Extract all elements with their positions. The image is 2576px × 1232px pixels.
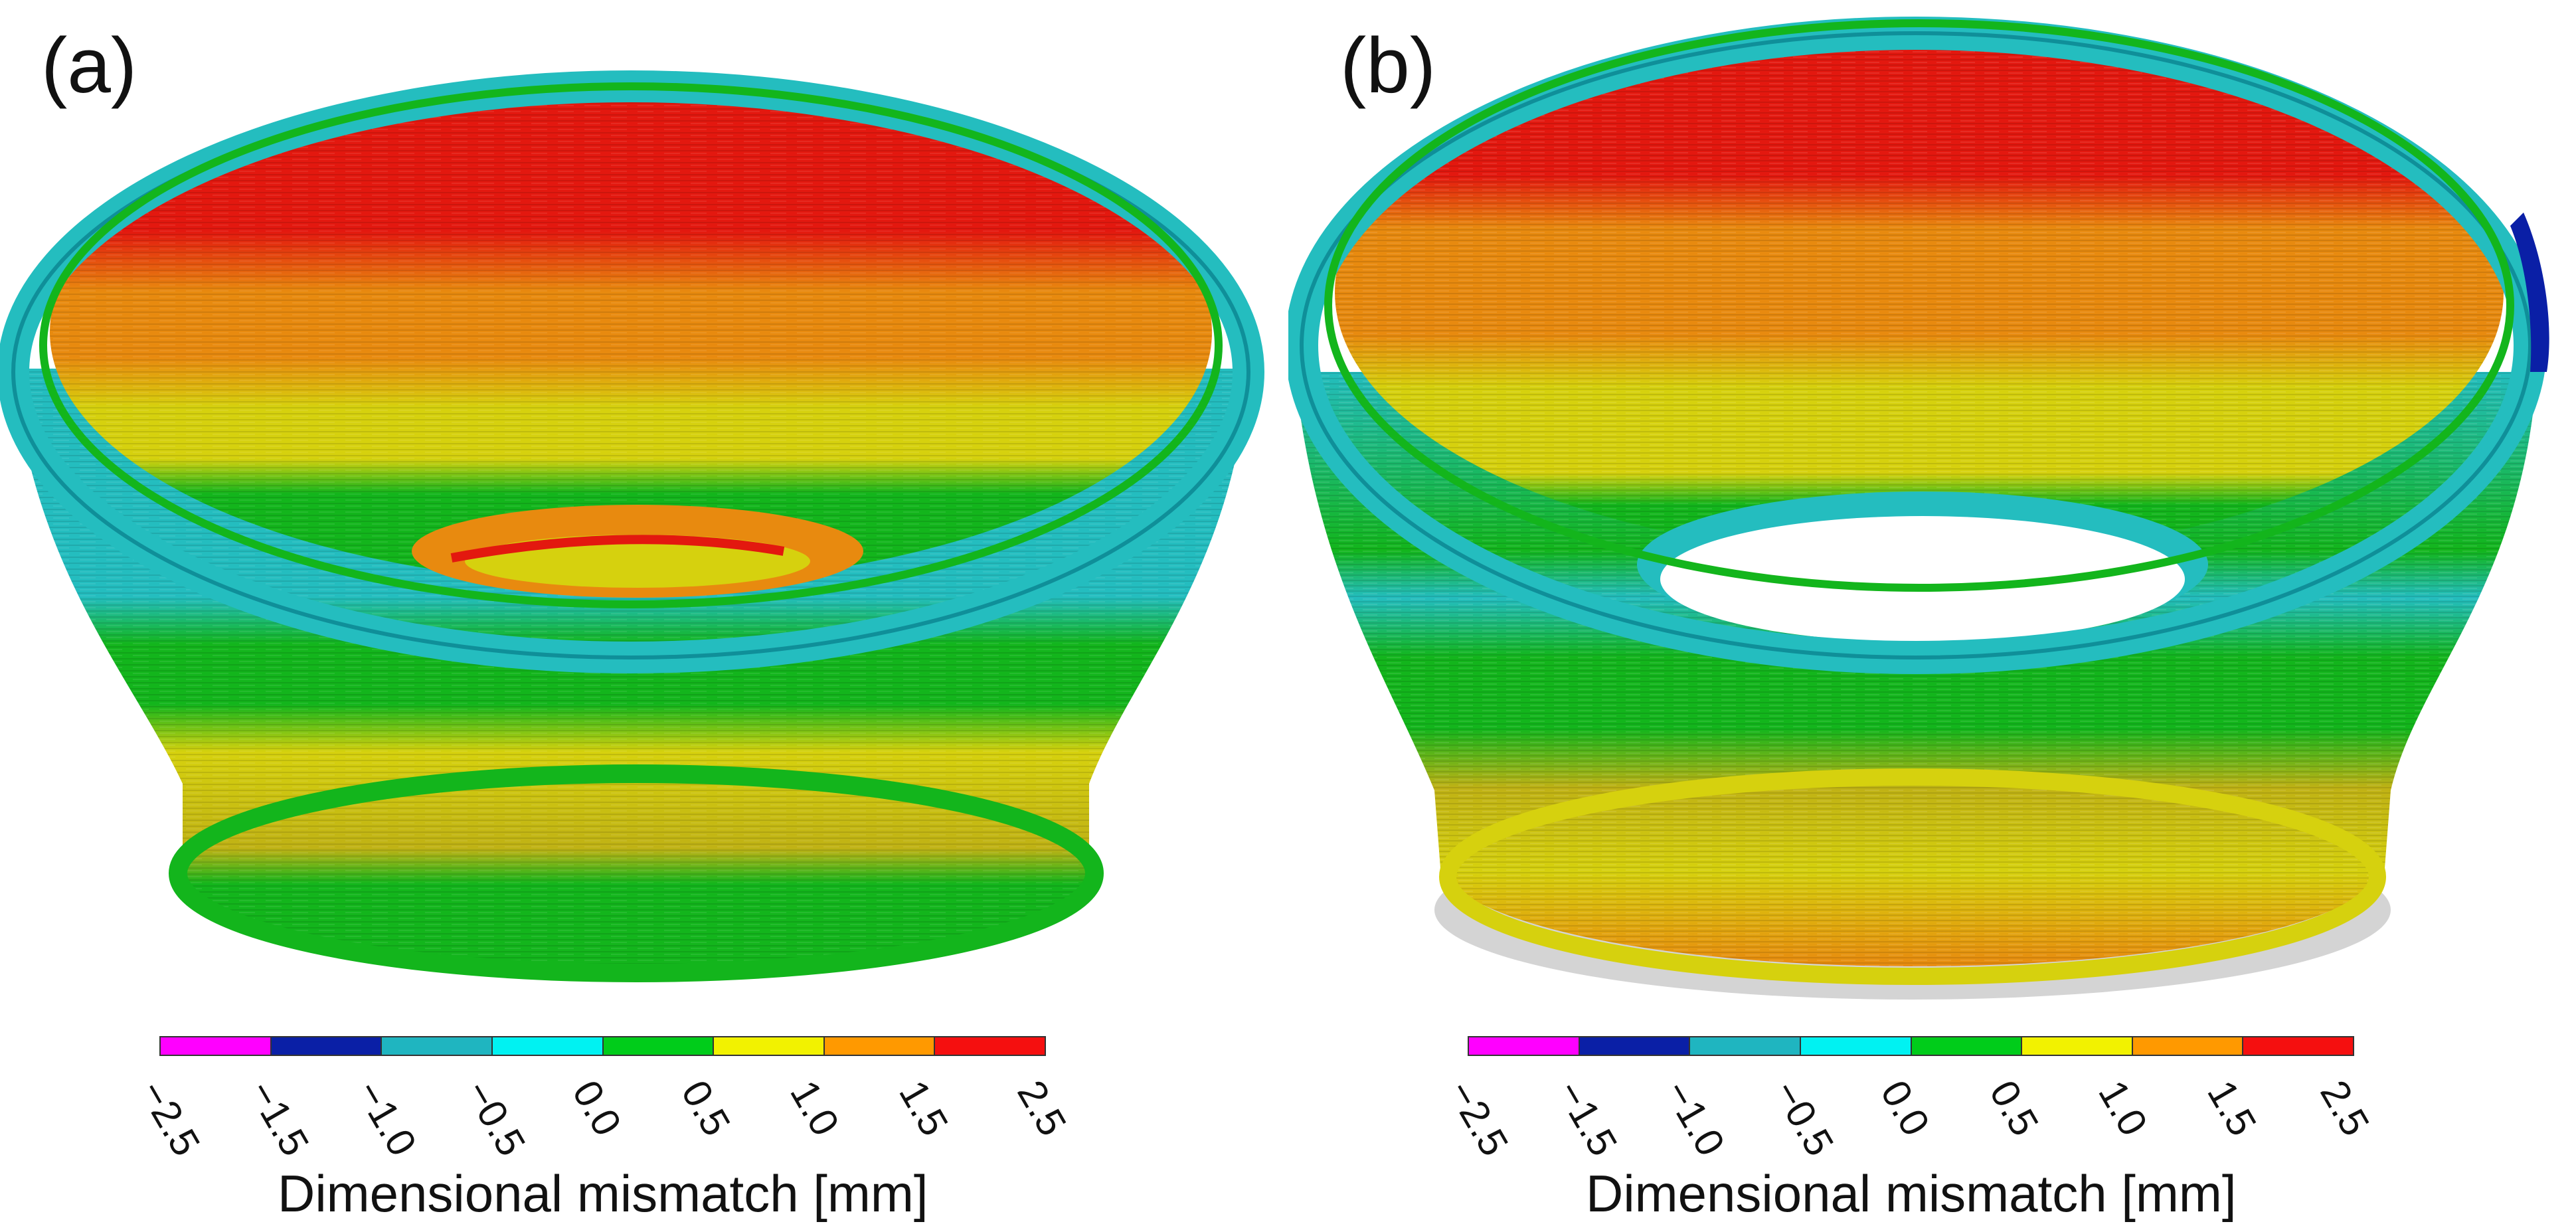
colorbar-tick: −0.5 bbox=[1764, 1073, 1843, 1164]
rim-deviation-patch bbox=[2510, 213, 2549, 372]
colorbar-swatch bbox=[2132, 1037, 2244, 1055]
colorbar-tick: −1.0 bbox=[347, 1073, 426, 1164]
colorbar-swatch bbox=[714, 1037, 825, 1055]
colorbar-tick: −0.5 bbox=[456, 1073, 535, 1164]
colorbar-tick: 2.5 bbox=[2312, 1073, 2378, 1144]
colorbar-tick: 0.0 bbox=[1872, 1073, 1938, 1144]
colorbar-tick: −1.5 bbox=[1548, 1073, 1626, 1164]
panel-label-a: (a) bbox=[41, 22, 137, 110]
colorbar-tick: −2.5 bbox=[1439, 1073, 1517, 1164]
colorbar-swatch bbox=[1800, 1037, 1912, 1055]
colorbar-tick: 0.5 bbox=[1981, 1073, 2047, 1144]
colorbar-swatch bbox=[2243, 1037, 2353, 1055]
colorbar-swatch bbox=[492, 1037, 604, 1055]
colorbar-title: Dimensional mismatch [mm] bbox=[278, 1164, 928, 1223]
colorbar-tick: 1.5 bbox=[2199, 1073, 2265, 1144]
colorbar-swatch bbox=[382, 1037, 493, 1055]
colorbar-swatch bbox=[161, 1037, 272, 1055]
colorbar-swatch bbox=[271, 1037, 383, 1055]
panel-label-b: (b) bbox=[1340, 22, 1436, 110]
bowl-render-a bbox=[0, 70, 1264, 982]
colorbar-tick: 1.0 bbox=[2090, 1073, 2156, 1144]
colorbar-tick: −2.5 bbox=[131, 1073, 209, 1164]
colorbar-swatch bbox=[1579, 1037, 1691, 1055]
colorbar-tick: 0.0 bbox=[564, 1073, 630, 1144]
colorbar-swatch bbox=[603, 1037, 715, 1055]
ring-render-b bbox=[1288, 17, 2549, 1000]
colorbar-swatch bbox=[1690, 1037, 1801, 1055]
colorbar-swatch bbox=[1469, 1037, 1580, 1055]
colorbar-tick: 1.5 bbox=[891, 1073, 957, 1144]
colorbar-title: Dimensional mismatch [mm] bbox=[1586, 1164, 2237, 1223]
colorbar-tick: 1.0 bbox=[782, 1073, 848, 1144]
colorbar-swatch bbox=[935, 1037, 1045, 1055]
colorbar-tick: −1.5 bbox=[240, 1073, 318, 1164]
colorbar-b bbox=[1468, 1036, 2354, 1056]
colorbar-tick: 2.5 bbox=[1009, 1073, 1075, 1144]
colorbar-swatch bbox=[1911, 1037, 2023, 1055]
colorbar-a bbox=[159, 1036, 1046, 1056]
colorbar-tick: 0.5 bbox=[673, 1073, 739, 1144]
colorbar-swatch bbox=[2022, 1037, 2133, 1055]
panel-a: (a) bbox=[0, 22, 1264, 1223]
panel-b: (b) bbox=[1288, 0, 2576, 1232]
colorbar-tick: −1.0 bbox=[1656, 1073, 1734, 1164]
open-base bbox=[1660, 516, 2185, 642]
colorbar-swatch bbox=[824, 1037, 936, 1055]
